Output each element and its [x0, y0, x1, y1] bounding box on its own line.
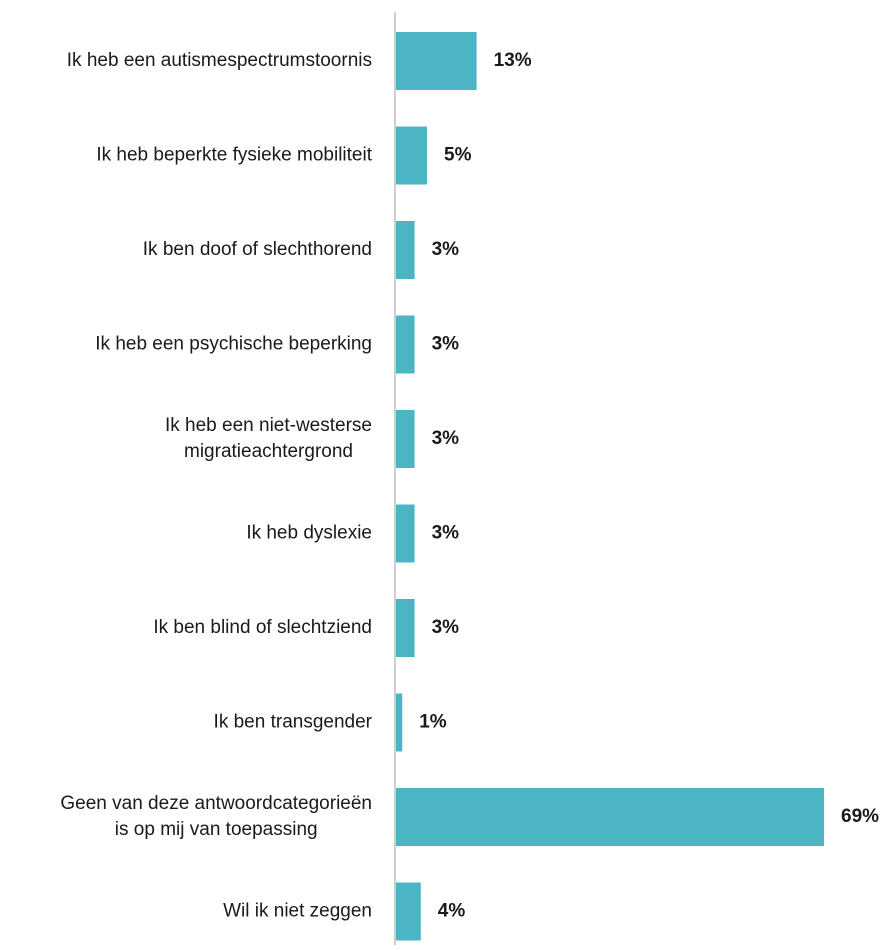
- value-label: 5%: [444, 145, 472, 166]
- category-label: Ik heb dyslexie: [246, 523, 372, 544]
- bar: [396, 693, 403, 752]
- value-label: 69%: [841, 806, 879, 827]
- category-label-line: migratieachtergrond: [184, 441, 353, 462]
- category-label-line: is op mij van toepassing: [115, 819, 318, 840]
- category-label-line: Ik heb een autismespectrumstoornis: [67, 50, 372, 71]
- bar: [396, 126, 428, 185]
- value-label: 4%: [438, 901, 466, 922]
- bar: [396, 788, 824, 846]
- category-label-line: Ik heb een psychische beperking: [95, 334, 372, 355]
- category-label: Ik ben transgender: [214, 712, 373, 733]
- value-label: 3%: [432, 239, 460, 260]
- category-label: Geen van deze antwoordcategorieën is op m…: [60, 793, 372, 840]
- category-label-line: Ik ben transgender: [214, 712, 373, 733]
- value-label: 1%: [419, 712, 447, 733]
- bar: [396, 32, 477, 90]
- category-label: Ik ben doof of slechthorend: [143, 239, 372, 260]
- category-label: Ik heb beperkte fysieke mobiliteit: [96, 145, 372, 166]
- category-label-line: Ik heb een niet-westerse: [165, 415, 372, 436]
- bar: [396, 882, 421, 941]
- value-label: 13%: [494, 50, 532, 71]
- bar: [396, 410, 415, 468]
- category-label-line: Ik ben doof of slechthorend: [143, 239, 372, 260]
- value-label: 3%: [432, 428, 460, 449]
- category-label-line: Ik heb dyslexie: [246, 523, 372, 544]
- category-label-line: Geen van deze antwoordcategorieën: [60, 793, 372, 814]
- category-label: Wil ik niet zeggen: [223, 901, 372, 922]
- category-label: Ik ben blind of slechtziend: [153, 617, 372, 638]
- bar: [396, 504, 415, 563]
- category-label-line: Wil ik niet zeggen: [223, 901, 372, 922]
- bar: [396, 599, 415, 657]
- category-label: Ik heb een psychische beperking: [95, 334, 372, 355]
- value-label: 3%: [432, 334, 460, 355]
- category-label: Ik heb een autismespectrumstoornis: [67, 50, 372, 71]
- bar: [396, 221, 415, 279]
- category-label: Ik heb een niet-westerse migratieachtergr…: [165, 415, 372, 462]
- bar: [396, 315, 415, 374]
- category-label-line: Ik ben blind of slechtziend: [153, 617, 372, 638]
- value-label: 3%: [432, 617, 460, 638]
- category-label-line: Ik heb beperkte fysieke mobiliteit: [96, 145, 372, 166]
- value-label: 3%: [432, 523, 460, 544]
